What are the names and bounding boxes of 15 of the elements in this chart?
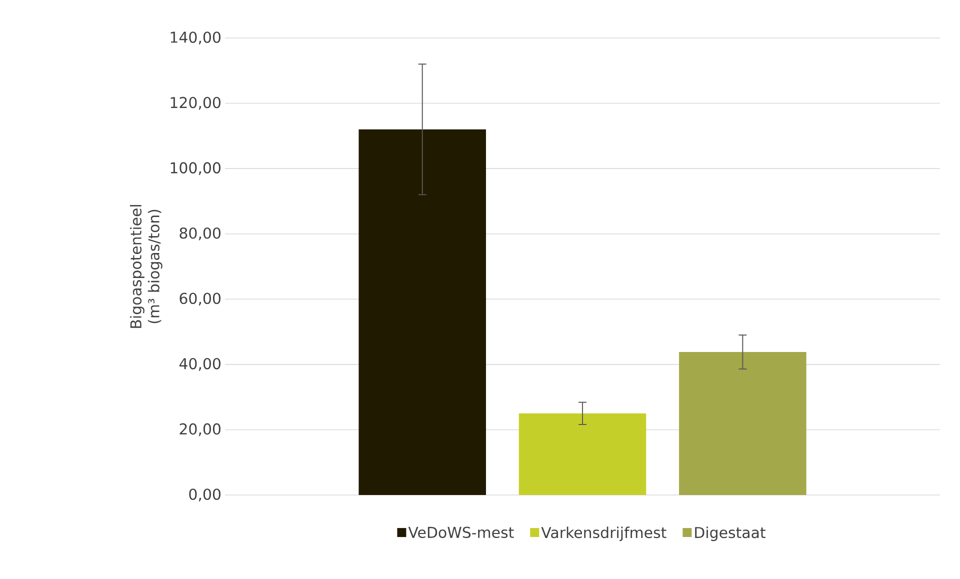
y-tick-label: 100,00 <box>170 162 220 175</box>
bar <box>358 129 486 495</box>
legend-label: VeDoWS-mest <box>408 526 514 538</box>
y-tick-label: 140,00 <box>170 32 220 44</box>
y-tick-label: 60,00 <box>180 292 220 306</box>
y-tick-label: 120,00 <box>170 96 220 110</box>
bar <box>518 413 646 495</box>
y-tick-label: 20,00 <box>180 423 220 436</box>
y-axis-title: Bigoaspotentieel (m³ biogas/ton) <box>130 205 162 328</box>
legend-label: Digestaat <box>695 526 766 542</box>
y-tick-label: 40,00 <box>179 358 220 371</box>
bar <box>679 352 806 495</box>
y-tick-label: 80,00 <box>180 227 220 240</box>
y-tick-label: 0,00 <box>189 488 220 502</box>
legend-label: Varkensdrijfmest <box>541 526 666 542</box>
